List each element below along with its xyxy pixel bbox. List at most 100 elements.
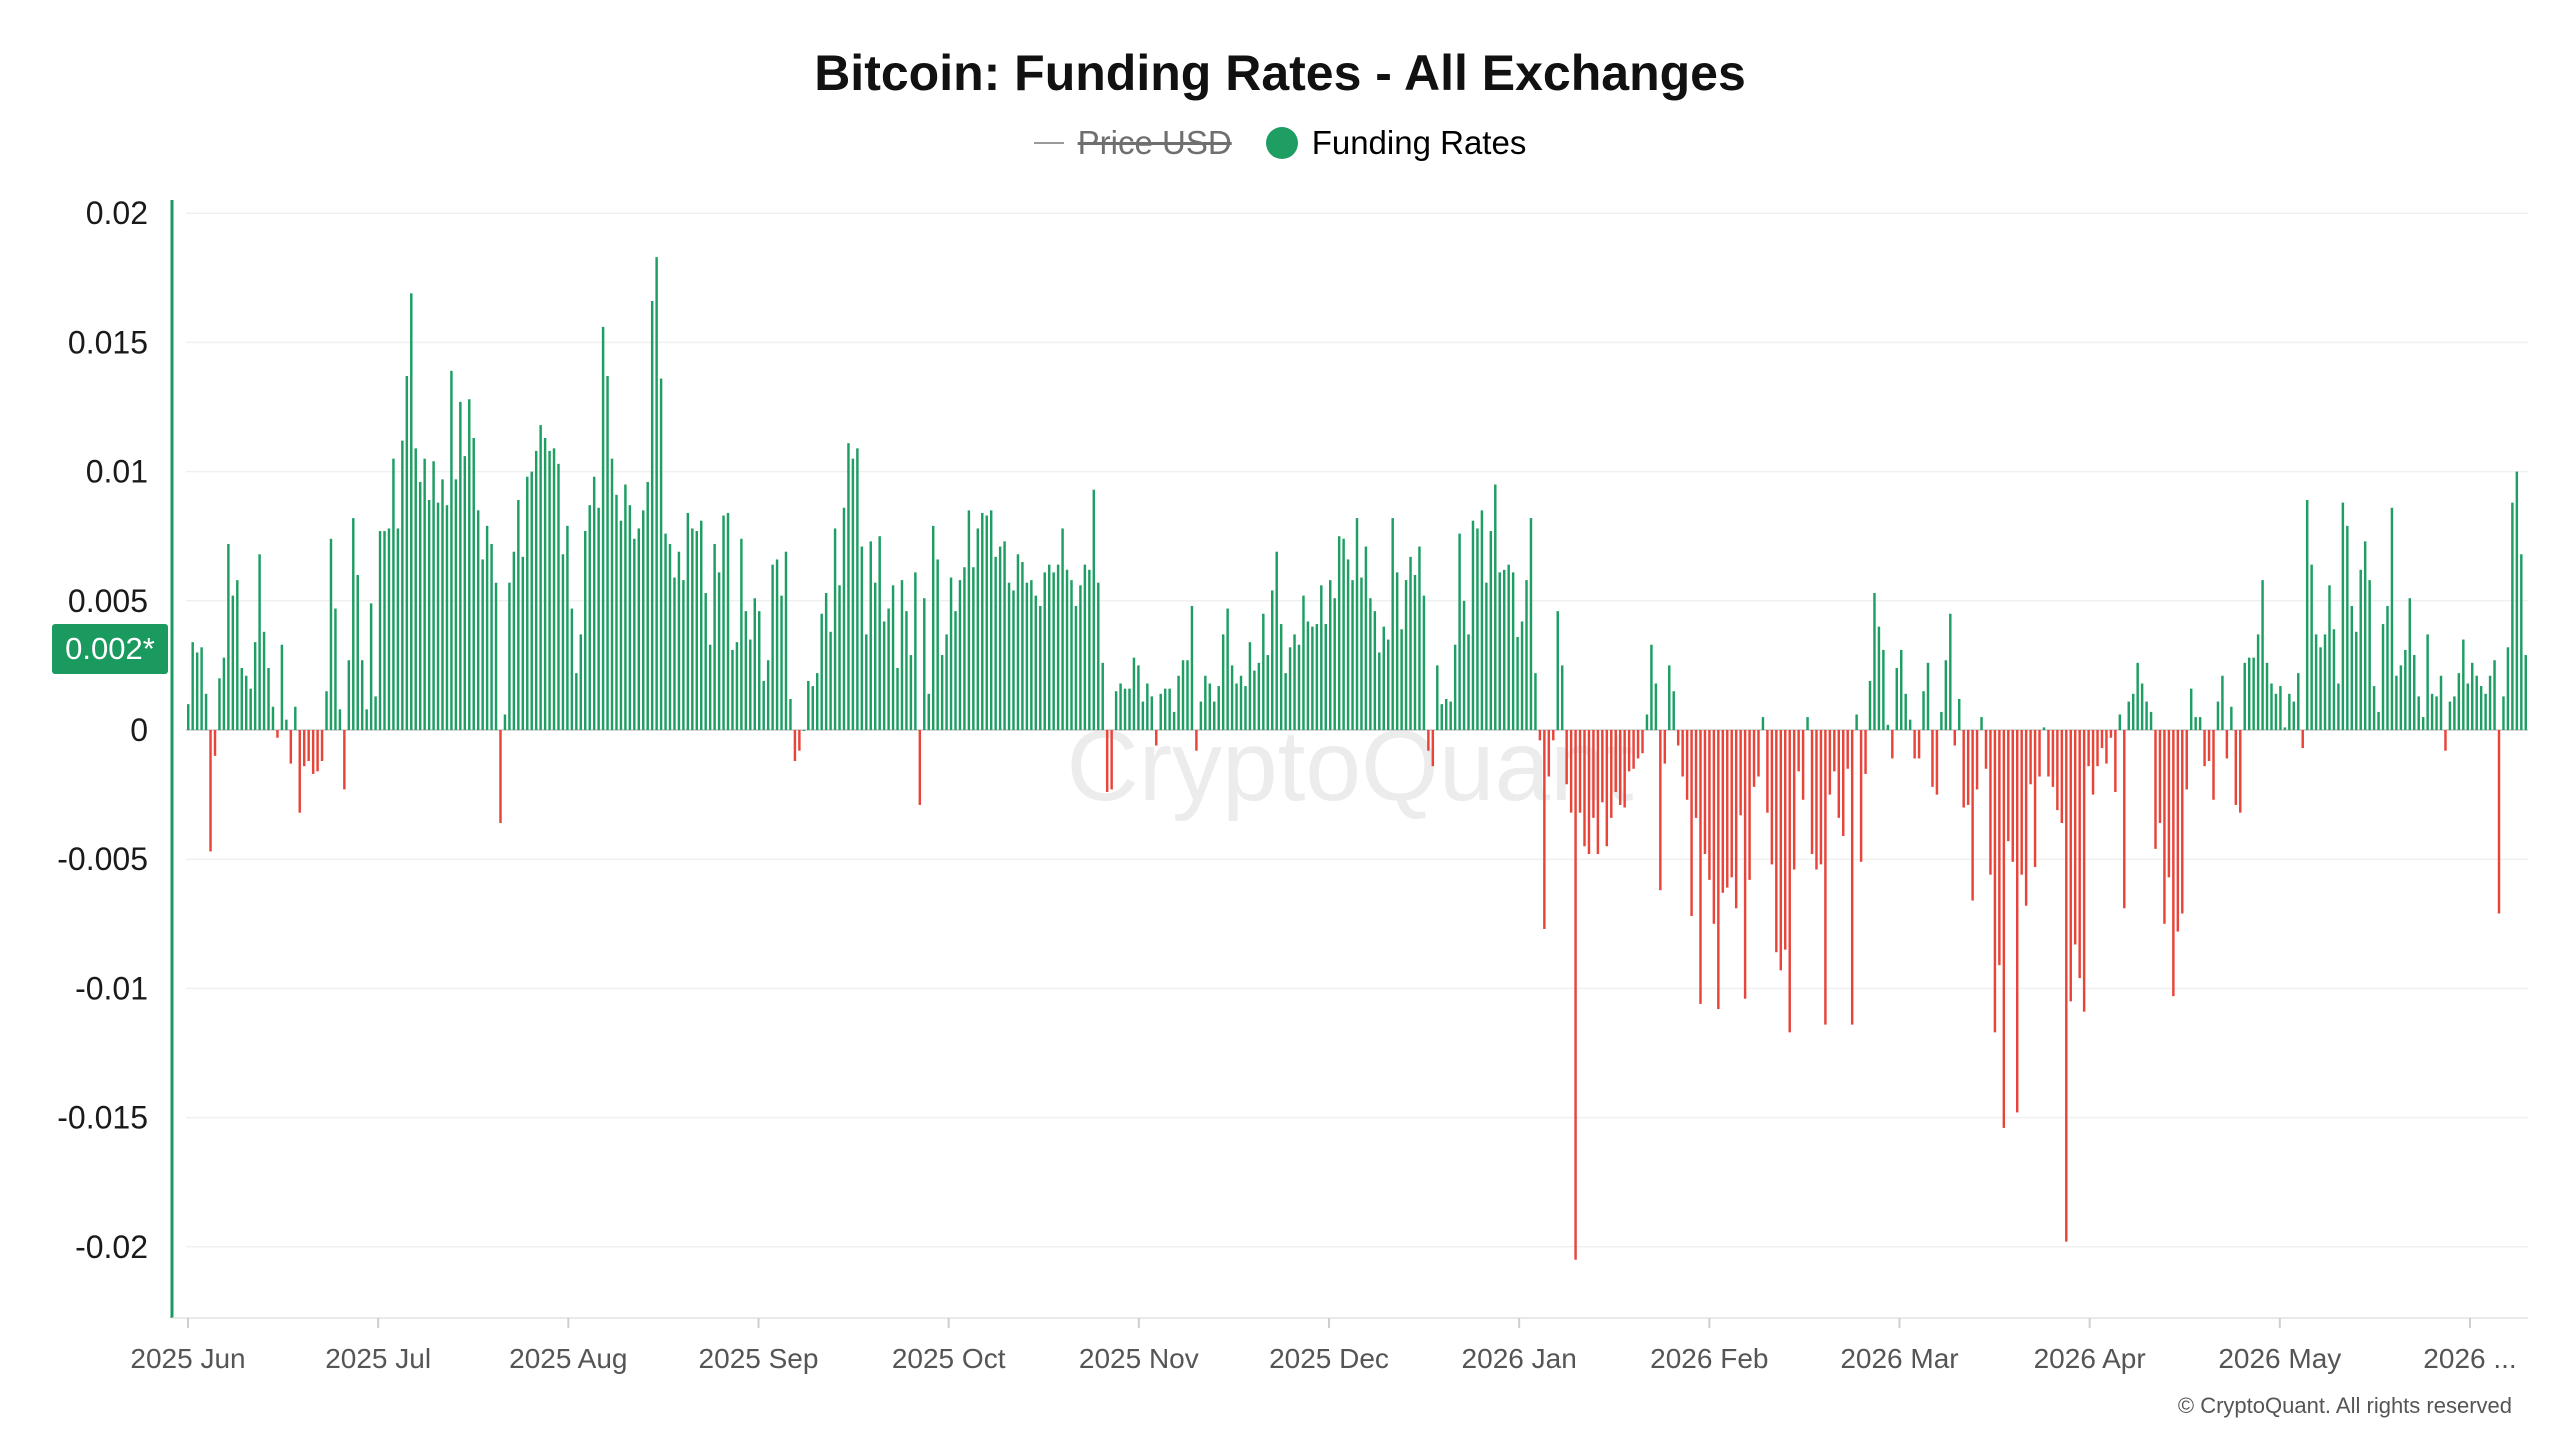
bar	[1788, 730, 1791, 1033]
bar	[436, 502, 440, 730]
bar	[847, 443, 850, 730]
bar	[833, 528, 837, 730]
bar	[989, 510, 993, 730]
bar	[450, 370, 453, 730]
bar	[1806, 717, 1809, 730]
bar	[1596, 730, 1600, 855]
bar	[1645, 714, 1649, 730]
bar	[378, 531, 382, 730]
bar	[276, 730, 279, 738]
bar	[1418, 546, 1421, 730]
bar	[793, 730, 797, 762]
bar	[2078, 730, 2081, 979]
bar	[2319, 647, 2322, 730]
bar	[1395, 572, 1399, 730]
bar	[1547, 730, 1551, 777]
bar	[2332, 629, 2336, 730]
bar	[2002, 730, 2006, 1128]
bar	[2212, 730, 2215, 800]
bar	[2243, 662, 2246, 730]
bar	[2145, 701, 2148, 730]
bar	[2158, 730, 2162, 824]
bar	[231, 595, 235, 730]
bar	[1052, 572, 1055, 730]
x-tick-label: 2025 Aug	[509, 1343, 627, 1374]
bar	[1476, 528, 1479, 730]
bar	[633, 538, 636, 730]
bar	[1404, 580, 1408, 730]
bar	[396, 528, 400, 730]
bar	[508, 582, 511, 730]
bar	[1873, 593, 1876, 730]
bar	[1931, 730, 1934, 787]
bar	[1266, 655, 1270, 730]
bar	[1659, 730, 1662, 891]
bar	[1958, 698, 1961, 730]
bar	[1922, 691, 1925, 730]
bar	[1507, 564, 1510, 730]
bar	[1337, 536, 1341, 730]
bar	[320, 730, 324, 762]
bar	[784, 551, 788, 730]
bar	[2363, 541, 2367, 730]
bar	[1386, 639, 1390, 730]
bar	[1311, 626, 1314, 730]
bar	[2216, 701, 2220, 730]
bar	[307, 730, 310, 762]
bar	[1837, 730, 1841, 818]
bar	[2207, 730, 2211, 762]
bar	[236, 580, 239, 730]
bar	[1815, 730, 1818, 870]
bar	[949, 577, 953, 730]
bar	[1074, 605, 1078, 730]
bar	[392, 458, 395, 730]
bar	[1618, 730, 1622, 805]
bar	[311, 730, 315, 774]
bar	[597, 507, 600, 730]
bar	[1592, 730, 1595, 818]
bar	[2082, 730, 2086, 1012]
y-tick-label: 0.02	[86, 195, 148, 231]
bar	[1079, 585, 1082, 730]
bar	[1842, 730, 1845, 836]
bar	[2301, 730, 2304, 749]
bar	[561, 554, 565, 730]
bar	[1458, 533, 1461, 730]
bar	[2100, 730, 2104, 749]
bar	[1556, 611, 1559, 730]
bar	[2421, 717, 2425, 730]
bar	[963, 567, 966, 730]
y-tick-label: -0.005	[57, 841, 148, 877]
bar	[923, 598, 926, 730]
bar	[2488, 675, 2492, 730]
bar	[1668, 665, 1671, 730]
bar	[1453, 644, 1457, 730]
bar	[1676, 730, 1680, 746]
bar	[1288, 647, 1292, 730]
bar	[267, 667, 270, 730]
bar	[1190, 605, 1194, 730]
bar	[244, 675, 248, 730]
bar	[2011, 730, 2014, 862]
bar	[579, 634, 583, 730]
bar	[954, 611, 957, 730]
bar	[1315, 624, 1319, 730]
legend: Price USD Funding Rates	[0, 124, 2560, 162]
legend-item-funding-rates[interactable]: Funding Rates	[1265, 124, 1526, 162]
bar	[2038, 730, 2041, 777]
bar	[1320, 585, 1323, 730]
bar	[1877, 626, 1881, 730]
bar	[905, 611, 908, 730]
bar	[1427, 730, 1430, 751]
bar	[1703, 730, 1707, 855]
bar	[570, 608, 574, 730]
bar	[838, 585, 841, 730]
bar	[1864, 730, 1867, 774]
bar	[2256, 634, 2260, 730]
bar	[2493, 660, 2496, 730]
bar	[1520, 621, 1524, 730]
bar	[1529, 518, 1533, 730]
bar	[637, 528, 641, 730]
bar	[2176, 730, 2180, 932]
legend-item-price-usd[interactable]: Price USD	[1033, 124, 1232, 162]
